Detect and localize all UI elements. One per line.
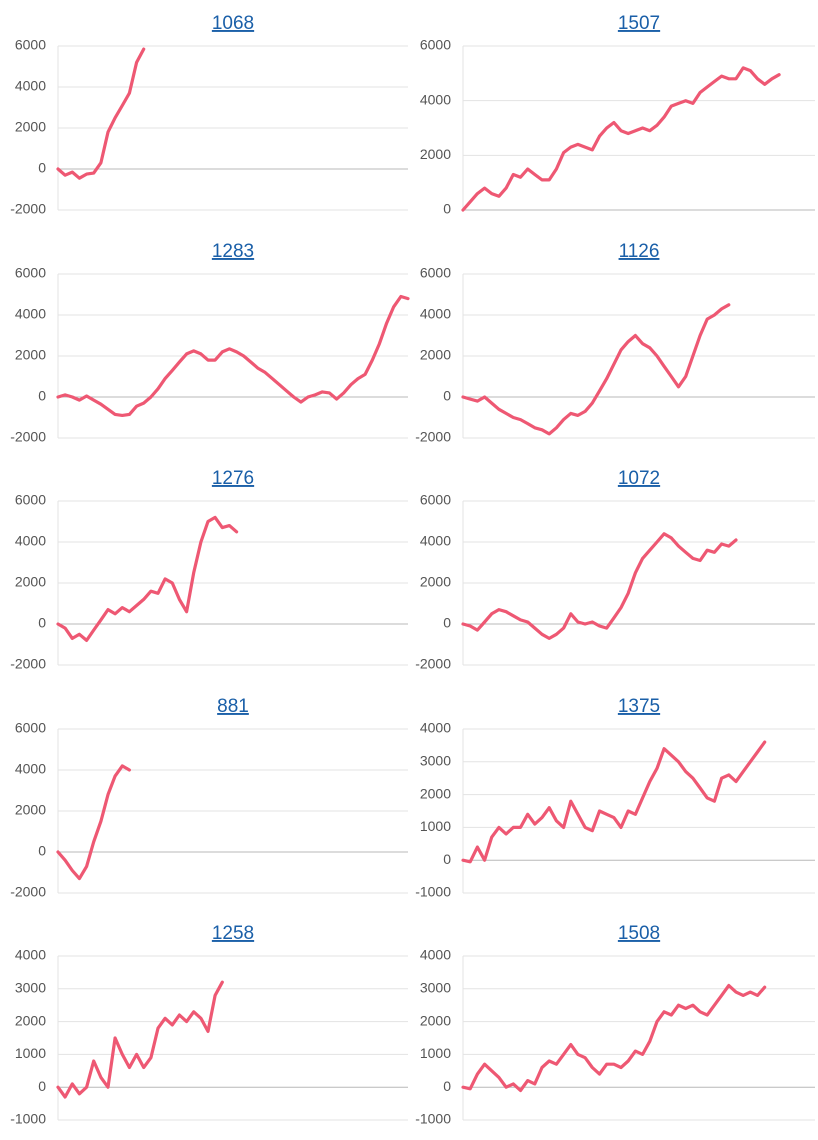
y-tick-label: 4000: [15, 947, 46, 963]
y-tick-label: -2000: [10, 656, 46, 672]
chart-panel: 1068 -2000 0 2000 4000 6000: [10, 13, 408, 217]
chart-title[interactable]: 1258: [212, 923, 254, 944]
chart-panel: 1508 -1000 0 1000 2000 3000 4000: [415, 923, 815, 1127]
y-tick-label: 6000: [420, 265, 451, 281]
chart-panel: 1072 -2000 0 2000 4000 6000: [415, 468, 815, 672]
y-tick-label: 2000: [15, 119, 46, 135]
y-tick-label: 0: [443, 615, 451, 631]
chart-title[interactable]: 1276: [212, 468, 254, 489]
y-tick-label: 3000: [15, 980, 46, 996]
y-tick-label: 1000: [15, 1045, 46, 1061]
data-line: [461, 66, 781, 212]
chart-title[interactable]: 1283: [212, 241, 254, 262]
y-tick-label: 0: [38, 1078, 46, 1094]
y-tick-label: 0: [443, 1078, 451, 1094]
y-tick-label: 4000: [15, 78, 46, 94]
y-tick-label: 0: [443, 851, 451, 867]
chart-panel: 1126 -2000 0 2000 4000 6000: [415, 241, 815, 445]
chart-panel: 1375 -1000 0 1000 2000 3000 4000: [415, 696, 815, 900]
chart-panel: 1283 -2000 0 2000 4000 6000: [10, 241, 410, 445]
y-tick-label: -2000: [415, 429, 451, 445]
y-tick-label: 3000: [420, 980, 451, 996]
y-tick-label: 2000: [15, 802, 46, 818]
chart-panel: 1507 0 2000 4000 6000: [420, 13, 815, 217]
chart-panel: 1258 -1000 0 1000 2000 3000 4000: [10, 923, 408, 1127]
y-tick-label: 6000: [15, 720, 46, 736]
chart-title[interactable]: 1507: [618, 13, 660, 34]
data-line: [56, 980, 224, 1099]
y-tick-label: 2000: [15, 1012, 46, 1028]
y-tick-label: 4000: [420, 533, 451, 549]
y-tick-label: -2000: [10, 201, 46, 217]
data-line: [461, 740, 767, 864]
y-tick-label: 0: [443, 201, 451, 217]
y-tick-label: 2000: [15, 574, 46, 590]
y-tick-label: -1000: [415, 1111, 451, 1127]
data-line: [56, 294, 410, 417]
y-tick-label: 4000: [15, 306, 46, 322]
y-tick-label: 4000: [15, 761, 46, 777]
data-line: [56, 764, 131, 881]
y-tick-label: 1000: [420, 1045, 451, 1061]
chart-title[interactable]: 1508: [618, 923, 660, 944]
y-tick-label: 4000: [420, 947, 451, 963]
y-tick-label: 4000: [15, 533, 46, 549]
chart-panel: 881 -2000 0 2000 4000 6000: [10, 696, 408, 900]
y-tick-label: -1000: [10, 1111, 46, 1127]
y-tick-label: 6000: [420, 37, 451, 53]
y-tick-label: -2000: [415, 656, 451, 672]
chart-title[interactable]: 1126: [619, 241, 660, 262]
chart-title[interactable]: 1072: [618, 468, 660, 489]
y-tick-label: 4000: [420, 91, 451, 107]
chart-title[interactable]: 881: [217, 696, 249, 717]
y-tick-label: 6000: [420, 492, 451, 508]
y-tick-label: 2000: [420, 1012, 451, 1028]
y-tick-label: -1000: [415, 884, 451, 900]
y-tick-label: -2000: [10, 884, 46, 900]
y-tick-label: 6000: [15, 37, 46, 53]
y-tick-label: 2000: [420, 785, 451, 801]
y-tick-label: 4000: [420, 720, 451, 736]
y-tick-label: -2000: [10, 429, 46, 445]
y-tick-label: 1000: [420, 818, 451, 834]
y-tick-label: 4000: [420, 306, 451, 322]
y-tick-label: 2000: [420, 574, 451, 590]
y-tick-label: 6000: [15, 265, 46, 281]
data-line: [461, 532, 738, 640]
data-line: [461, 303, 731, 436]
y-tick-label: 0: [38, 160, 46, 176]
y-tick-label: 6000: [15, 492, 46, 508]
y-tick-label: 2000: [420, 146, 451, 162]
y-tick-label: 0: [38, 843, 46, 859]
chart-title[interactable]: 1375: [618, 696, 660, 717]
chart-panel: 1276 -2000 0 2000 4000 6000: [10, 468, 408, 672]
y-tick-label: 2000: [420, 347, 451, 363]
y-tick-label: 3000: [420, 753, 451, 769]
y-tick-label: 0: [38, 615, 46, 631]
y-tick-label: 2000: [15, 347, 46, 363]
data-line: [461, 983, 767, 1093]
data-line: [56, 47, 146, 180]
chart-title[interactable]: 1068: [212, 13, 254, 34]
data-line: [56, 515, 239, 642]
y-tick-label: 0: [443, 388, 451, 404]
y-tick-label: 0: [38, 388, 46, 404]
